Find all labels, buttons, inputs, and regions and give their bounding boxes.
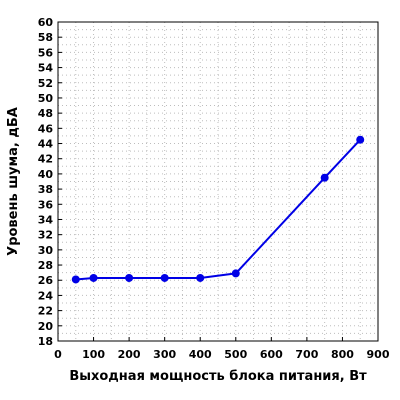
- y-tick-label: 38: [38, 183, 53, 196]
- x-tick-label: 100: [82, 348, 105, 361]
- y-tick-label: 24: [38, 289, 54, 302]
- y-tick-label: 60: [38, 16, 54, 29]
- y-tick-label: 50: [38, 92, 54, 105]
- y-tick-label: 42: [38, 153, 53, 166]
- x-tick-label: 0: [54, 348, 62, 361]
- y-tick-label: 58: [38, 31, 53, 44]
- series-line: [75, 139, 361, 281]
- y-tick-label: 20: [38, 320, 54, 333]
- y-tick-label: 54: [38, 62, 54, 75]
- x-tick-label: 400: [189, 348, 212, 361]
- x-tick-label: 500: [224, 348, 247, 361]
- data-point: [231, 269, 240, 278]
- x-tick-label: 200: [118, 348, 141, 361]
- y-tick-label: 32: [38, 229, 53, 242]
- y-tick-label: 44: [38, 138, 54, 151]
- y-tick-label: 18: [38, 335, 53, 348]
- y-tick-label: 52: [38, 77, 53, 90]
- y-tick-label: 26: [38, 274, 54, 287]
- data-point: [356, 135, 365, 144]
- y-axis-title: Уровень шума, дБА: [6, 107, 21, 256]
- x-tick-label: 700: [295, 348, 318, 361]
- plot-frame: [57, 21, 379, 342]
- y-tick-label: 46: [38, 122, 54, 135]
- y-tick-label: 36: [38, 198, 54, 211]
- x-tick-label: 800: [331, 348, 354, 361]
- y-tick-label: 56: [38, 46, 54, 59]
- y-tick-label: 34: [38, 213, 54, 226]
- data-point: [71, 275, 80, 284]
- y-tick-label: 28: [38, 259, 53, 272]
- y-tick-label: 30: [38, 244, 54, 257]
- x-tick-label: 300: [153, 348, 176, 361]
- y-tick-label: 22: [38, 305, 53, 318]
- y-tick-label: 48: [38, 107, 53, 120]
- x-tick-label: 900: [367, 348, 390, 361]
- data-point: [125, 273, 134, 282]
- series-layer: [71, 135, 365, 284]
- grid: [58, 22, 378, 341]
- y-tick-label: 40: [38, 168, 54, 181]
- data-point: [196, 273, 205, 282]
- x-axis-title: Выходная мощность блока питания, Вт: [69, 369, 367, 384]
- data-point: [89, 273, 98, 282]
- data-point: [160, 273, 169, 282]
- axis-ticks: 0 100 200 300 400 500 600 700 800 900 18 20 22 24 26 28…: [38, 16, 390, 361]
- x-tick-label: 600: [260, 348, 283, 361]
- data-point: [320, 173, 329, 182]
